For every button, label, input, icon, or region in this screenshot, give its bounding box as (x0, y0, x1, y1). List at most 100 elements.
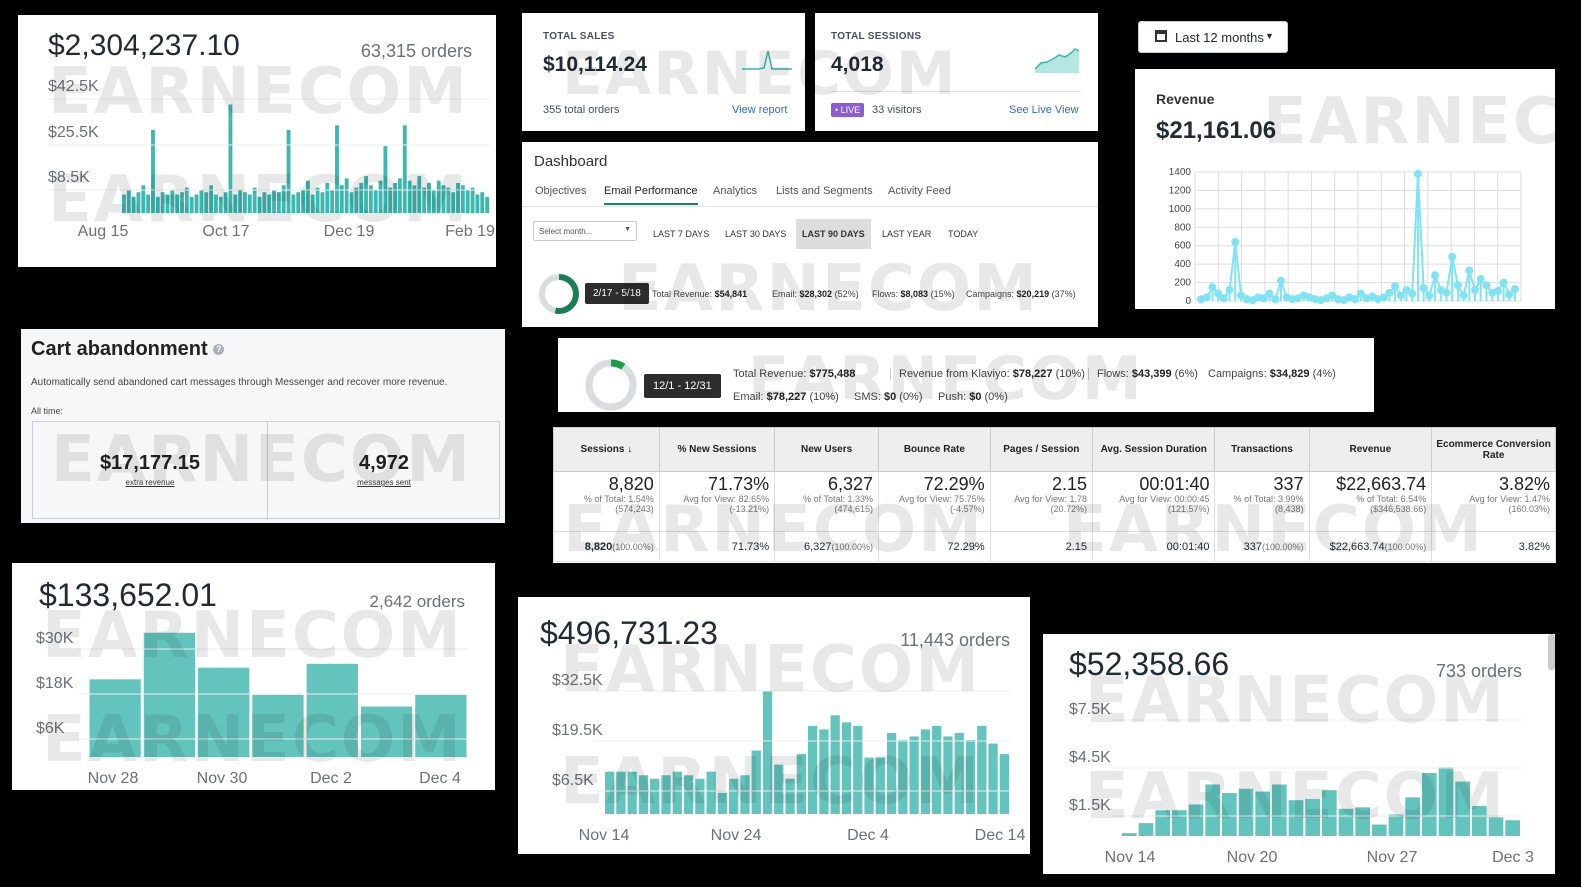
chart-bar (194, 194, 199, 213)
tab-lists-segments[interactable]: Lists and Segments (776, 185, 873, 197)
view-report-link[interactable]: View report (732, 104, 788, 116)
chart-bar (1455, 781, 1470, 836)
metric-total: (20.72%) (1050, 503, 1088, 514)
chart-bar (198, 667, 250, 757)
chart-bar (920, 729, 931, 814)
chart-bar (354, 187, 359, 213)
cart-description: Automatically send abandoned cart messag… (31, 377, 448, 388)
sales-value: $10,114.24 (543, 53, 647, 76)
x-tick-label: Nov 28 (88, 770, 139, 787)
y-tick-label: $42.5K (48, 78, 99, 95)
y-tick-label: $1.5K (1069, 797, 1111, 814)
metric-comparison: % of Total: 1.54% (583, 494, 654, 504)
chart-bar (819, 729, 829, 814)
data-point (1419, 284, 1428, 293)
chart-bar (1438, 767, 1454, 836)
chart-bar (136, 192, 141, 213)
metric-comparison: % of Total: 1.33% (803, 494, 874, 504)
sort-arrow-icon[interactable]: ↓ (624, 444, 633, 455)
data-point (1396, 291, 1405, 300)
chart-bar (360, 706, 413, 757)
tab-email-performance[interactable]: Email Performance (604, 185, 698, 205)
revenue-value: $21,161.06 (1156, 117, 1277, 144)
row-value: $22,663.74 (1329, 540, 1385, 553)
metric-total: (121.57%) (1167, 503, 1210, 514)
panel-klaviyo-stats: 12/1 - 12/31 Total Revenue: $775,488 Rev… (558, 338, 1374, 412)
sales-bar-chart: $7.5K $4.5K $1.5K Nov 14 Nov 20 Nov 27 Dec 3 (1069, 701, 1534, 866)
chart-bar (247, 194, 252, 213)
chart-bar (146, 194, 151, 213)
chart-bar (204, 192, 209, 213)
range-last-30-days[interactable]: LAST 30 DAYS (725, 229, 787, 239)
chart-bar (422, 187, 427, 213)
total-sessions-card: TOTAL SESSIONS 4,018 • LIVE 33 visitors … (815, 13, 1098, 131)
chart-bar (228, 104, 233, 213)
metric-comparison: % of Total: 3.99% (1233, 494, 1304, 504)
tab-analytics[interactable]: Analytics (713, 185, 758, 197)
data-point (1271, 295, 1280, 304)
chart-bar (407, 180, 412, 213)
range-last-year[interactable]: LAST YEAR (882, 229, 932, 239)
date-filter-button[interactable]: Last 12 months ▼ (1138, 21, 1288, 53)
panel-analytics-table: Sessions ↓% New Sessions New Users Bounce … (553, 427, 1556, 563)
metric-total: (-4.57%) (950, 503, 985, 514)
chart-bar (349, 192, 354, 213)
column-header[interactable]: % New Sessions (658, 427, 776, 472)
chart-bar (853, 725, 863, 814)
chart-bar (627, 771, 637, 814)
column-header[interactable]: Transactions (1214, 427, 1310, 472)
chart-bar (431, 189, 436, 213)
chart-bar (155, 196, 160, 213)
tab-activity-feed[interactable]: Activity Feed (888, 185, 951, 197)
see-live-view-link[interactable]: See Live View (1009, 104, 1079, 116)
help-icon[interactable]: ? (213, 344, 225, 356)
data-point (1351, 295, 1360, 304)
table-row: 8,820(100.00%) 71.73% 6,327(100.00%) 72.29%… (553, 531, 1556, 562)
column-header[interactable]: Ecommerce Conversion Rate (1431, 427, 1556, 472)
sessions-sparkline (1035, 48, 1079, 73)
data-point (1219, 294, 1228, 303)
table-row: 8,820% of Total: 1.54% (574,243) 71.73% Avg… (553, 471, 1556, 532)
data-point (1408, 289, 1417, 298)
column-header[interactable]: Sessions ↓ (553, 427, 660, 472)
revenue-donut-chart (539, 274, 579, 314)
range-today[interactable]: TODAY (948, 229, 979, 239)
range-last-90-days[interactable]: LAST 90 DAYS (796, 219, 871, 249)
month-select[interactable]: Select month... ▼ (533, 221, 637, 241)
klaviyo-donut-chart (585, 359, 637, 411)
chart-bar (1488, 817, 1504, 836)
column-header[interactable]: Bounce Rate (878, 427, 991, 472)
chart-bar (1388, 814, 1404, 836)
chart-bar (233, 194, 238, 213)
data-point (1482, 281, 1491, 290)
revenue-line-chart: 1400 1200 1000 800 600 400 200 0 (1169, 167, 1522, 307)
metric-value: 72.29% (923, 474, 985, 494)
column-header[interactable]: Revenue (1308, 427, 1433, 472)
chart-bar (1222, 793, 1237, 836)
range-last-7-days[interactable]: LAST 7 DAYS (653, 229, 710, 239)
data-point (1425, 291, 1434, 300)
chart-bar (965, 739, 976, 814)
chart-bar (131, 196, 136, 213)
chart-bar (1338, 808, 1354, 836)
metric-value: 8,820 (608, 474, 654, 494)
tab-objectives[interactable]: Objectives (535, 185, 587, 197)
chart-bar (272, 189, 276, 213)
chart-bar (393, 183, 397, 213)
chart-bar (373, 189, 378, 213)
row-cell: 8,820(100.00%) (553, 531, 660, 562)
metric-comparison: Avg for View: 75.75% (898, 494, 985, 504)
chart-bar (415, 694, 467, 757)
scrollbar[interactable] (1548, 634, 1555, 670)
column-header[interactable]: Pages / Session (989, 427, 1094, 472)
chart-bar (243, 192, 247, 213)
chart-bar (170, 189, 175, 213)
row-percent: (100.00%) (612, 541, 654, 552)
sessions-title: TOTAL SESSIONS (831, 31, 922, 42)
chart-bar (932, 725, 942, 814)
row-percent: (100.00%) (1384, 541, 1427, 552)
column-header[interactable]: New Users (774, 427, 880, 472)
chart-bar (943, 736, 953, 814)
column-header[interactable]: Avg. Session Duration (1092, 427, 1216, 472)
